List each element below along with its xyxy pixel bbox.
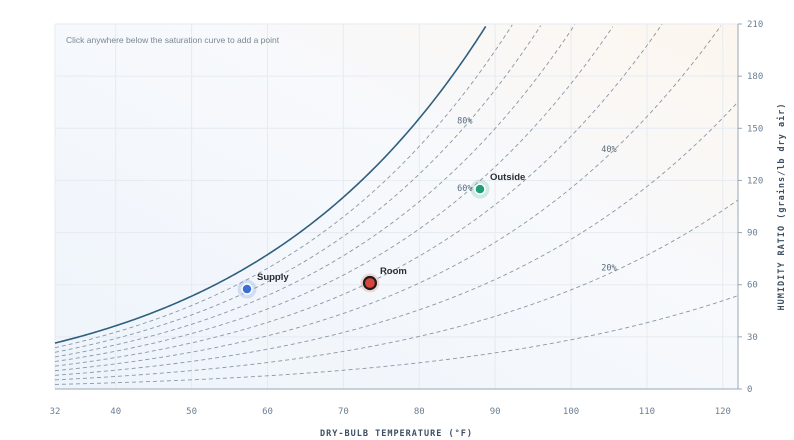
rh-line-90: [54, 24, 513, 349]
y-tick-label: 90: [747, 229, 758, 239]
point-marker[interactable]: [474, 183, 486, 195]
rh-line-60: [54, 26, 614, 362]
y-tick-label: 120: [747, 176, 763, 186]
rh-label-80: 80%: [457, 117, 472, 127]
x-axis-title: DRY-BULB TEMPERATURE (°F): [320, 429, 473, 439]
rh-line-70: [54, 24, 576, 358]
rh-label-20: 20%: [601, 264, 616, 274]
x-tick-label: 90: [490, 407, 501, 417]
rh-line-30: [54, 101, 739, 376]
y-tick-label: 180: [747, 72, 763, 82]
point-marker[interactable]: [241, 283, 253, 295]
x-tick-label: 60: [262, 407, 273, 417]
y-tick-label: 60: [747, 281, 758, 291]
point-outside[interactable]: Outside: [470, 172, 525, 199]
x-tick-label: 80: [414, 407, 425, 417]
x-tick-label: 100: [563, 407, 579, 417]
x-tick-label: 50: [186, 407, 197, 417]
point-label: Room: [380, 266, 407, 277]
relative-humidity-lines: [54, 23, 739, 385]
x-tick-label: 110: [639, 407, 655, 417]
rh-line-20: [54, 199, 739, 381]
rh-line-50: [54, 23, 663, 367]
y-tick-label: 30: [747, 333, 758, 343]
x-tick-label: 120: [715, 407, 731, 417]
x-tick-label: 70: [338, 407, 349, 417]
instruction-hint: Click anywhere below the saturation curv…: [66, 35, 280, 45]
rh-label-60: 60%: [457, 184, 472, 194]
y-tick-label: 210: [747, 20, 763, 30]
rh-line-10: [54, 295, 739, 385]
relative-humidity-labels: 80% 60% 40% 20%: [457, 117, 617, 274]
y-axis-ticks: 0 30 60 90 120 150 180 210: [738, 20, 763, 395]
axes: [55, 24, 739, 390]
y-axis-title: HUMIDITY RATIO (grains/lb dry air): [776, 103, 787, 311]
y-tick-label: 0: [747, 385, 752, 395]
saturation-curve: [54, 26, 487, 344]
point-label: Outside: [490, 172, 525, 183]
x-tick-label: 40: [110, 407, 121, 417]
rh-label-40: 40%: [601, 145, 616, 155]
plot-background[interactable]: [55, 24, 738, 389]
point-supply[interactable]: Supply: [237, 272, 289, 299]
x-tick-label: 32: [50, 407, 61, 417]
point-marker[interactable]: [362, 275, 378, 291]
point-label: Supply: [257, 272, 289, 283]
x-axis-ticks: 32 40 50 60 70 80 90 100 110 120: [50, 407, 731, 417]
point-room[interactable]: Room: [360, 266, 407, 293]
state-points[interactable]: Supply Room Outside: [237, 172, 525, 299]
y-tick-label: 150: [747, 124, 763, 134]
rh-line-80: [54, 25, 542, 353]
